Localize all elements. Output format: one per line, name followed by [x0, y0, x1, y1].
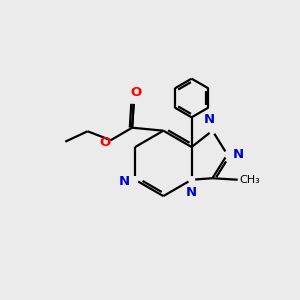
Text: CH₃: CH₃	[239, 175, 260, 185]
Text: N: N	[186, 186, 197, 199]
Text: N: N	[233, 148, 244, 161]
Text: N: N	[119, 175, 130, 188]
Text: N: N	[204, 113, 215, 126]
Text: O: O	[130, 86, 142, 100]
Text: O: O	[100, 136, 111, 149]
